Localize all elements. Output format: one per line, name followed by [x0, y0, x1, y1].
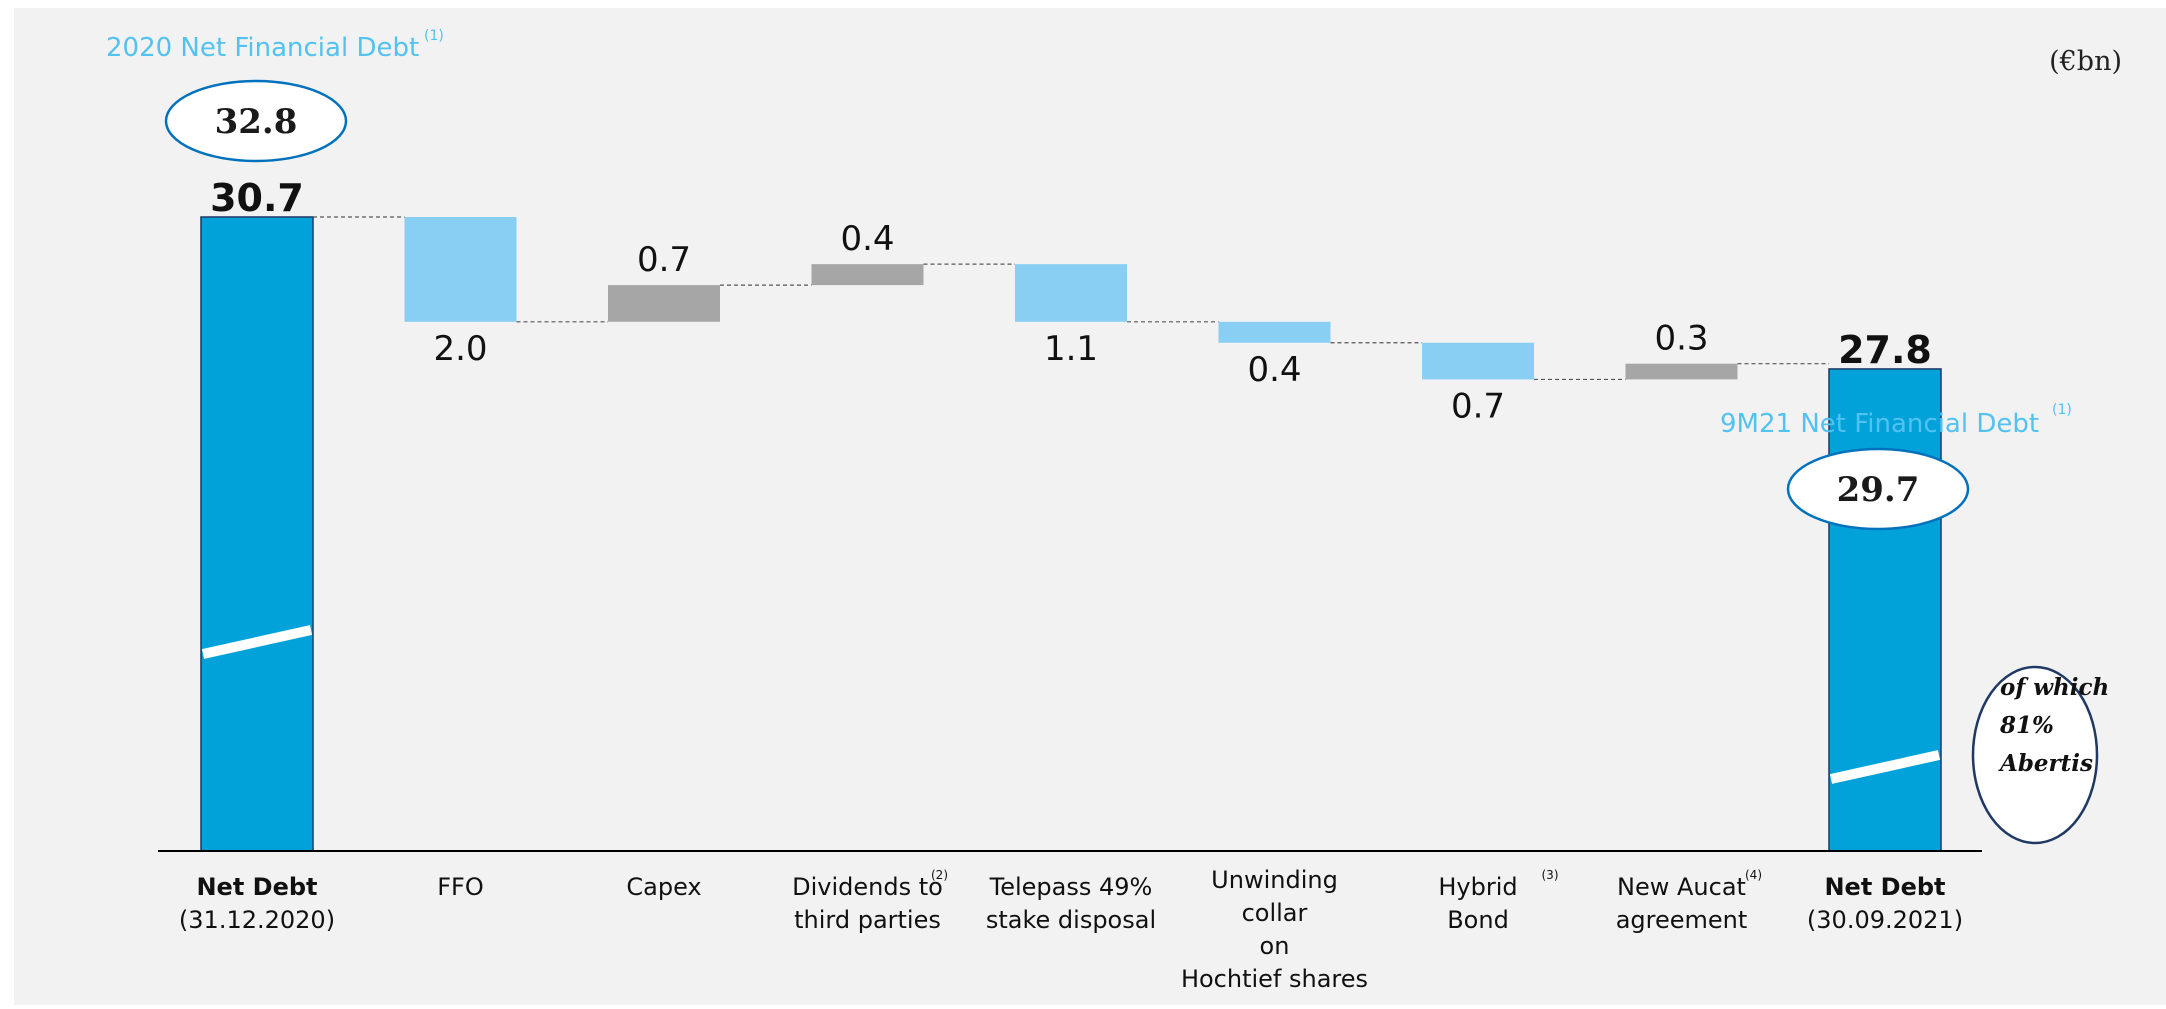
start-callout-note: (1) — [424, 28, 444, 44]
value-label-6: 0.7 — [1451, 386, 1505, 426]
bar-3 — [811, 264, 924, 286]
bar-2 — [608, 285, 720, 322]
value-label-8: 27.8 — [1838, 328, 1932, 372]
bar-7 — [1625, 363, 1738, 380]
units-label: (€bn) — [2049, 46, 2122, 77]
bar-6 — [1422, 342, 1534, 380]
category-label-5-line-1: collar — [1242, 899, 1308, 927]
end-callout-note: (1) — [2052, 402, 2072, 418]
category-sublabel-0: (31.12.2020) — [179, 906, 335, 934]
value-label-2: 0.7 — [637, 240, 691, 280]
category-label-1-line-0: FFO — [437, 873, 484, 901]
value-label-0: 30.7 — [210, 176, 304, 220]
category-label-5-line-0: Unwinding — [1211, 866, 1338, 894]
category-label-5-line-3: Hochtief shares — [1181, 965, 1368, 993]
bar-1 — [404, 217, 517, 322]
end-callout-value: 29.7 — [1837, 470, 1920, 510]
category-label-7-line-1: agreement — [1616, 906, 1748, 934]
category-note-6: (3) — [1542, 868, 1559, 882]
value-label-1: 2.0 — [433, 329, 487, 369]
end-callout-ellipse — [1786, 447, 1970, 531]
category-label-0-line-0: Net Debt — [196, 873, 317, 901]
category-label-4-line-0: Telepass 49% — [989, 873, 1153, 901]
axis-break-8 — [1829, 750, 1941, 784]
category-label-3-line-1: third parties — [794, 906, 941, 934]
category-label-2-line-0: Capex — [626, 873, 701, 901]
abertis-note-line-1: of which — [2000, 674, 2109, 701]
bar-4 — [1015, 264, 1127, 322]
axis-break-0 — [201, 625, 313, 659]
category-note-3: (2) — [931, 868, 948, 882]
category-label-5-line-2: on — [1260, 932, 1290, 960]
end-callout-title: 9M21 Net Financial Debt — [1720, 409, 2039, 439]
end-callout: 9M21 Net Financial Debt (1) 29.7 — [1720, 402, 2072, 531]
category-label-6-line-0: Hybrid — [1438, 873, 1517, 901]
category-label-7-line-0: New Aucat — [1617, 873, 1746, 901]
bar-5 — [1218, 321, 1331, 343]
category-label-6-line-1: Bond — [1447, 906, 1509, 934]
start-callout-ellipse — [164, 79, 348, 163]
value-label-4: 1.1 — [1044, 329, 1098, 369]
bar-0 — [200, 216, 314, 852]
value-label-7: 0.3 — [1654, 319, 1708, 359]
category-label-4-line-1: stake disposal — [986, 906, 1156, 934]
category-sublabel-8: (30.09.2021) — [1807, 906, 1963, 934]
start-callout: 2020 Net Financial Debt (1) 32.8 — [106, 28, 444, 163]
start-callout-value: 32.8 — [215, 102, 298, 142]
svg-text:2020 Net Financial Debt: 2020 Net Financial Debt — [106, 33, 419, 63]
category-label-8-line-0: Net Debt — [1824, 873, 1945, 901]
svg-text:9M21 Net Financial Debt: 9M21 Net Financial Debt — [1720, 409, 2039, 439]
category-label-3-line-0: Dividends to — [792, 873, 943, 901]
abertis-note: of which 81% Abertis — [1971, 665, 2109, 845]
start-callout-title: 2020 Net Financial Debt — [106, 33, 419, 63]
category-note-7: (4) — [1745, 868, 1762, 882]
abertis-note-ellipse — [1971, 665, 2099, 845]
value-label-5: 0.4 — [1247, 350, 1301, 390]
abertis-note-line-3: Abertis — [1998, 750, 2093, 777]
value-label-3: 0.4 — [840, 219, 894, 259]
abertis-note-line-2: 81% — [1999, 712, 2054, 739]
